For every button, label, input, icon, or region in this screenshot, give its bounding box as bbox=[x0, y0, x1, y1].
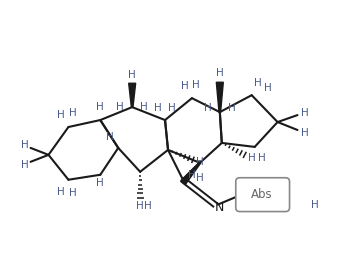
Text: H: H bbox=[248, 153, 255, 163]
Text: H: H bbox=[68, 188, 76, 198]
Polygon shape bbox=[181, 162, 201, 185]
Text: H: H bbox=[136, 201, 144, 211]
Text: H: H bbox=[154, 103, 162, 113]
Text: H: H bbox=[96, 102, 104, 112]
Text: H: H bbox=[258, 153, 266, 163]
Text: H: H bbox=[96, 178, 104, 188]
Text: H: H bbox=[140, 102, 148, 112]
Text: H: H bbox=[21, 140, 29, 150]
Text: H: H bbox=[128, 70, 136, 80]
Text: H: H bbox=[254, 78, 261, 88]
Text: H: H bbox=[192, 80, 200, 90]
Text: H: H bbox=[57, 187, 64, 197]
Text: H: H bbox=[188, 170, 196, 180]
Text: H: H bbox=[21, 160, 29, 170]
Text: H: H bbox=[264, 83, 272, 93]
Text: H: H bbox=[196, 157, 204, 167]
Text: H: H bbox=[300, 108, 309, 118]
Text: H: H bbox=[204, 103, 212, 113]
Text: H: H bbox=[168, 103, 176, 113]
Text: H: H bbox=[311, 200, 318, 210]
Text: H: H bbox=[106, 132, 114, 142]
Text: N: N bbox=[215, 201, 224, 214]
Text: Abs: Abs bbox=[251, 188, 273, 201]
Text: H: H bbox=[57, 110, 64, 120]
Polygon shape bbox=[216, 82, 223, 112]
Text: H: H bbox=[196, 173, 204, 183]
Text: H: H bbox=[216, 68, 224, 78]
Text: H: H bbox=[144, 201, 152, 211]
Text: H: H bbox=[116, 102, 124, 112]
Text: H: H bbox=[68, 108, 76, 118]
Text: H: H bbox=[300, 128, 309, 138]
Text: H: H bbox=[228, 103, 236, 113]
FancyBboxPatch shape bbox=[236, 178, 290, 212]
Polygon shape bbox=[129, 83, 136, 107]
Text: H: H bbox=[181, 81, 189, 91]
